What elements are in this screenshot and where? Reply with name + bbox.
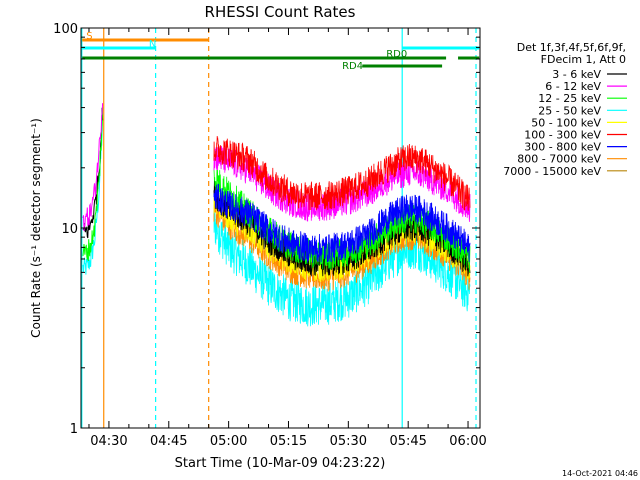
y-tick-label: 100 xyxy=(53,22,78,37)
legend-entry-label: 7000 - 15000 keV xyxy=(503,165,601,178)
legend-entry-label: 800 - 7000 keV xyxy=(517,153,601,166)
flag-label-s: S xyxy=(86,31,92,42)
y-axis-ticks: 1 10 100 xyxy=(53,22,480,437)
x-tick-label: 05:00 xyxy=(210,434,247,449)
flag-label-n: N xyxy=(149,39,156,50)
plot-area: S N RD0 RD4 xyxy=(81,28,480,428)
y-tick-label: 10 xyxy=(61,222,78,237)
series-curve-3 xyxy=(213,209,471,327)
flag-label-rd0: RD0 xyxy=(386,49,407,60)
series-pre-2 xyxy=(82,107,104,262)
x-tick-label: 05:30 xyxy=(330,434,367,449)
series-curve-5 xyxy=(213,135,471,211)
x-tick-label: 04:30 xyxy=(90,434,127,449)
legend: Det 1f,3f,4f,5f,6f,9f,FDecim 1, Att 0 3 -… xyxy=(503,41,627,178)
y-axis-label: Count Rate (s⁻¹ detector segment⁻¹) xyxy=(29,118,43,338)
x-tick-label: 05:15 xyxy=(270,434,307,449)
series-pre-1 xyxy=(82,103,104,231)
y-tick-label: 1 xyxy=(70,422,78,437)
legend-header-line: Det 1f,3f,4f,5f,6f,9f, xyxy=(517,41,626,54)
legend-entry-label: 3 - 6 keV xyxy=(552,68,601,81)
legend-header-line: FDecim 1, Att 0 xyxy=(541,53,626,66)
legend-entry-label: 6 - 12 keV xyxy=(545,80,601,93)
series-layer xyxy=(82,103,471,327)
legend-entry-label: 100 - 300 keV xyxy=(524,129,601,142)
x-tick-label: 04:45 xyxy=(150,434,187,449)
flag-label-rd4: RD4 xyxy=(342,61,363,72)
footer-timestamp: 14-Oct-2021 04:46 xyxy=(562,469,638,478)
legend-entry-label: 12 - 25 keV xyxy=(538,92,601,105)
x-tick-label: 06:00 xyxy=(449,434,486,449)
series-curve-6 xyxy=(213,183,471,263)
legend-entry-label: 50 - 100 keV xyxy=(531,116,601,129)
x-axis-label: Start Time (10-Mar-09 04:23:22) xyxy=(175,456,386,471)
x-axis-ticks: 04:30 04:45 05:00 05:15 05:30 05:45 06:00 xyxy=(88,28,487,449)
series-curve-1 xyxy=(213,145,471,222)
flag-bars: S N RD0 RD4 xyxy=(82,31,480,72)
legend-entry-label: 25 - 50 keV xyxy=(538,104,601,117)
legend-entry-label: 300 - 800 keV xyxy=(524,141,601,154)
x-tick-label: 05:45 xyxy=(389,434,426,449)
chart-title: RHESSI Count Rates xyxy=(205,3,356,21)
series-pre-3 xyxy=(82,112,104,275)
